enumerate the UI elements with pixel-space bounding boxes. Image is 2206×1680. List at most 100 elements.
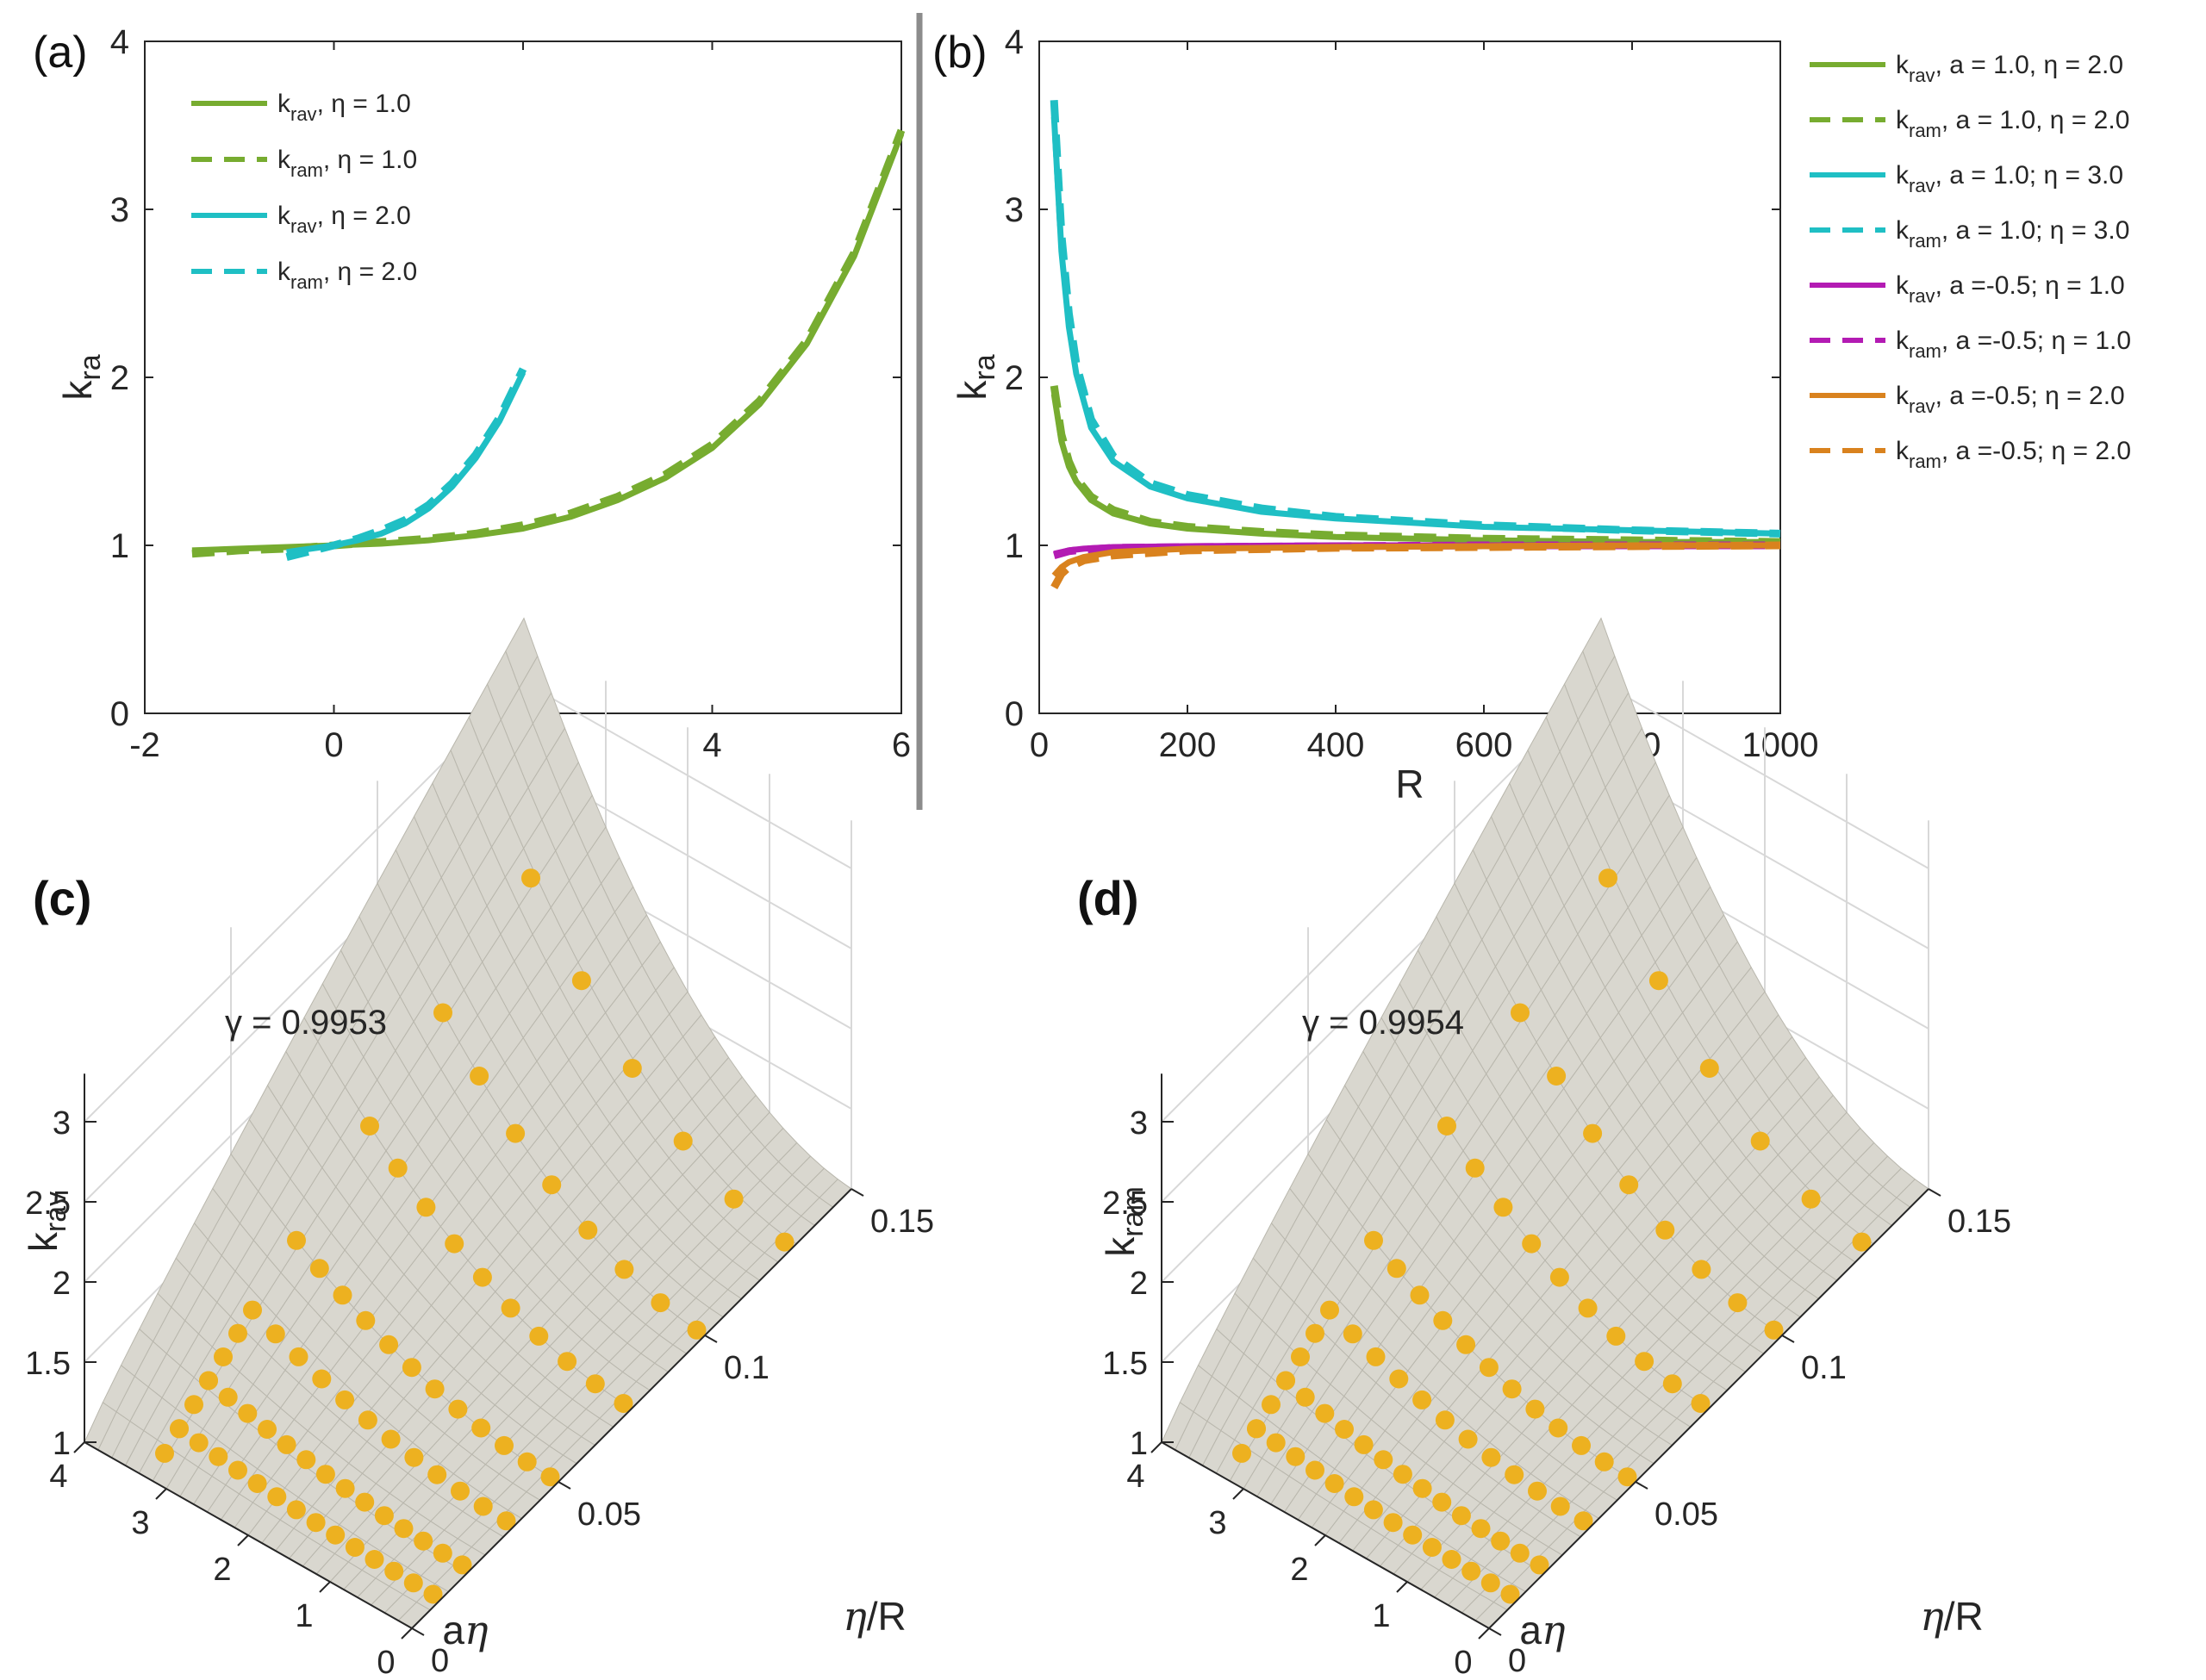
- y-tick-label: 3: [1005, 191, 1024, 229]
- data-point: [1728, 1293, 1748, 1313]
- y-tick-label: 2: [110, 359, 129, 397]
- y-tick-mark: [704, 1335, 718, 1343]
- data-point: [214, 1347, 233, 1366]
- surface-patch: [505, 617, 539, 689]
- data-point: [433, 1543, 452, 1563]
- y-tick-mark: [558, 1481, 571, 1490]
- panel-a-label: (a): [33, 28, 88, 78]
- data-point: [358, 1410, 377, 1430]
- data-point: [1550, 1496, 1570, 1516]
- data-point: [506, 1123, 526, 1143]
- panel-b-legend: krav, a = 1.0, η = 2.0 kram, a = 1.0, η =…: [1810, 51, 2131, 472]
- data-point: [184, 1395, 203, 1415]
- data-point: [1606, 1326, 1626, 1346]
- data-point: [1295, 1387, 1315, 1407]
- data-point: [335, 1390, 355, 1409]
- data-point: [1801, 1189, 1821, 1209]
- data-point: [238, 1403, 258, 1423]
- data-point: [448, 1399, 468, 1419]
- x-tick-label: 3: [131, 1505, 149, 1541]
- x-tick-label: 4: [1126, 1459, 1144, 1495]
- data-point: [517, 1452, 537, 1472]
- data-point: [1286, 1447, 1306, 1466]
- series-line-green-rav: [1050, 393, 1780, 545]
- data-point: [1433, 1310, 1453, 1330]
- data-point: [1366, 1347, 1386, 1366]
- data-point: [673, 1131, 693, 1151]
- x-tick-label: -2: [129, 726, 160, 764]
- gamma-annotation: γ = 0.9954: [1302, 1004, 1464, 1042]
- panel-d: 0 1 2 3 4 0 0.05 0.1 0.15 1 1.5 2 2.5 3 aη η/R kram γ = 0…: [1077, 617, 2011, 1680]
- x-tick-mark: [1232, 1488, 1244, 1500]
- data-point: [1481, 1447, 1501, 1467]
- z-tick-label: 1.5: [25, 1346, 71, 1382]
- data-point: [1480, 1573, 1500, 1593]
- series-line-cyan-ram: [285, 367, 527, 561]
- y-tick-label: 0.1: [724, 1350, 770, 1386]
- data-point: [1315, 1403, 1335, 1423]
- panel-c-label: (c): [33, 871, 91, 925]
- x-tick-label: 4: [49, 1459, 67, 1495]
- y-tick-label: 0: [110, 695, 129, 733]
- data-point: [1363, 1500, 1383, 1520]
- series-line-orange-ram: [1050, 541, 1781, 589]
- data-point: [622, 1059, 642, 1078]
- data-point: [529, 1326, 549, 1346]
- data-point: [1655, 1220, 1675, 1240]
- panel-b-axes: 0200400600800100001234Rkra: [950, 23, 1818, 806]
- y-tick-mark: [1488, 1627, 1502, 1636]
- data-point: [333, 1285, 352, 1305]
- data-point: [724, 1189, 744, 1209]
- data-point: [306, 1513, 326, 1533]
- legend-item-a-1-text: kram, η = 1.0: [277, 146, 417, 181]
- y-axis-label-sub: ra: [969, 354, 1001, 380]
- data-point: [1343, 1324, 1362, 1344]
- data-point: [651, 1293, 670, 1313]
- legend-item-b-0-text: krav, a = 1.0, η = 2.0: [1896, 51, 2123, 86]
- x-tick-label: 2: [213, 1552, 231, 1588]
- data-point: [452, 1555, 472, 1575]
- data-point: [1247, 1419, 1266, 1439]
- legend-item-a-0-text: krav, η = 1.0: [277, 90, 411, 125]
- data-point: [1750, 1131, 1770, 1151]
- y-tick-mark: [1928, 1188, 1941, 1197]
- data-point: [1852, 1232, 1872, 1252]
- data-point: [1578, 1298, 1598, 1318]
- data-point: [414, 1531, 433, 1551]
- data-point: [1389, 1369, 1409, 1389]
- data-point: [209, 1447, 228, 1466]
- data-point: [384, 1561, 404, 1581]
- z-tick-label: 2.5: [1102, 1185, 1148, 1222]
- data-point: [585, 1374, 605, 1394]
- x-tick-label: 400: [1307, 726, 1365, 764]
- data-point: [1456, 1335, 1476, 1354]
- data-point: [1691, 1394, 1711, 1413]
- y-tick-mark: [1635, 1481, 1648, 1490]
- data-point: [495, 1435, 514, 1455]
- data-point: [1461, 1561, 1481, 1581]
- data-point: [471, 1418, 491, 1438]
- data-point: [394, 1519, 414, 1539]
- x-tick-label: 4: [702, 726, 721, 764]
- x-tick-mark: [1150, 1441, 1162, 1453]
- data-point: [1437, 1117, 1456, 1136]
- series-line-green-ram: [191, 128, 906, 558]
- data-points: [1232, 868, 1872, 1604]
- legend-item-b-7-text: kram, a =-0.5; η = 2.0: [1896, 437, 2131, 472]
- data-point: [1491, 1531, 1511, 1551]
- data-point: [1393, 1465, 1412, 1484]
- data-point: [496, 1511, 516, 1531]
- data-point: [521, 868, 540, 888]
- legend-item-b-6-text: krav, a =-0.5; η = 2.0: [1896, 382, 2125, 417]
- data-point: [1324, 1474, 1344, 1493]
- data-point: [1573, 1511, 1593, 1531]
- data-point: [416, 1198, 436, 1217]
- y-tick-label: 0.05: [577, 1496, 641, 1533]
- data-point: [1354, 1434, 1374, 1454]
- data-point: [277, 1434, 296, 1454]
- data-point: [1598, 868, 1617, 888]
- y-axis-line: [1488, 1188, 1929, 1629]
- z-tick-label: 1: [53, 1426, 71, 1462]
- y-axis-line: [411, 1188, 852, 1629]
